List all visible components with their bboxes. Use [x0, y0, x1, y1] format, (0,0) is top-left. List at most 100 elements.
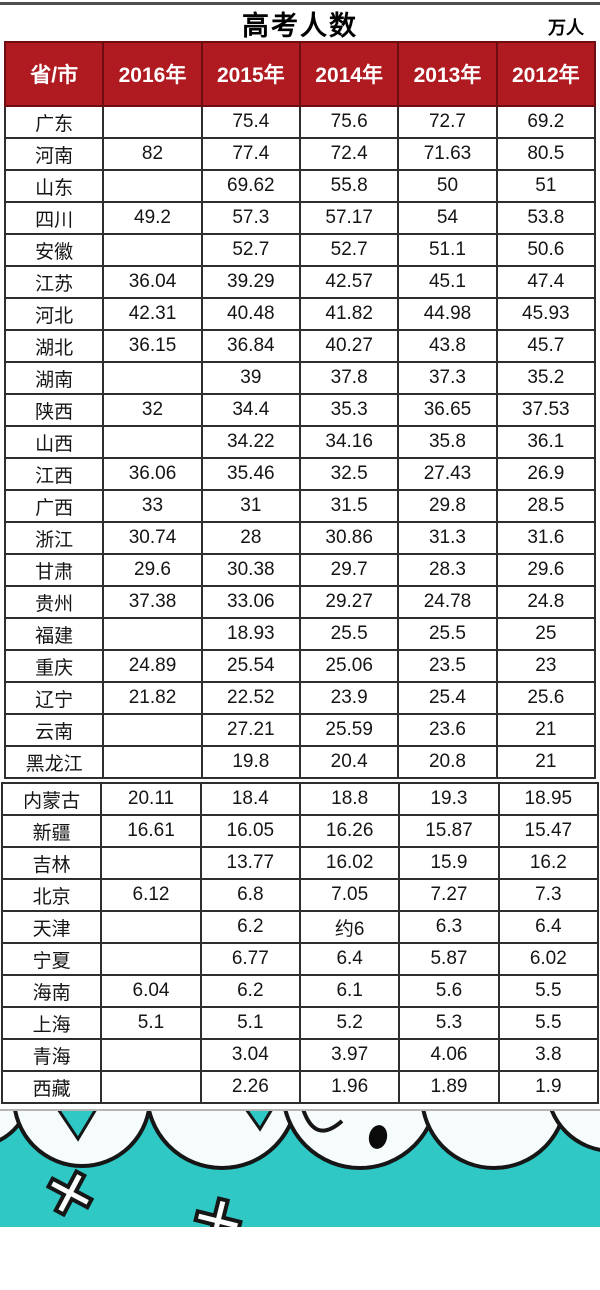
province-cell: 浙江 [3, 521, 105, 555]
value-cell: 18.93 [200, 617, 301, 651]
value-cell: 37.8 [298, 361, 400, 395]
value-cell: 34.16 [298, 425, 400, 459]
value-cell: 27.21 [200, 713, 301, 747]
gaokao-table-lower: 内蒙古 20.11 18.4 18.8 19.3 18.95 新疆 16.61 16.05 16.… [0, 782, 600, 1104]
value-cell [102, 105, 203, 139]
province-cell: 江苏 [3, 265, 105, 299]
value-cell: 72.7 [397, 105, 498, 139]
value-cell: 25.6 [495, 681, 597, 715]
value-cell: 13.77 [199, 846, 301, 880]
value-cell: 28.5 [495, 489, 597, 523]
table-row: 青海 3.04 3.97 4.06 3.8 [0, 1038, 600, 1072]
value-cell: 5.2 [298, 1006, 401, 1040]
value-cell: 6.2 [199, 910, 301, 944]
value-cell: 32.5 [298, 457, 400, 491]
value-cell: 28 [200, 521, 301, 555]
title-bar: 高考人数 万人 [0, 5, 600, 41]
value-cell: 30.74 [102, 521, 203, 555]
value-cell: 31 [200, 489, 301, 523]
province-cell: 重庆 [3, 649, 105, 683]
value-cell: 6.1 [298, 974, 401, 1008]
table-row: 吉林 13.77 16.02 15.9 16.2 [0, 846, 600, 880]
value-cell [102, 425, 203, 459]
value-cell: 16.2 [497, 846, 600, 880]
table-row: 福建 18.93 25.5 25.5 25 [3, 617, 597, 651]
value-cell: 6.02 [497, 942, 600, 976]
value-cell: 6.12 [100, 878, 202, 912]
table-row: 宁夏 6.77 6.4 5.87 6.02 [0, 942, 600, 976]
page-title: 高考人数 [242, 10, 358, 41]
value-cell: 18.4 [199, 782, 301, 816]
table-row: 黑龙江 19.8 20.4 20.8 21 [3, 745, 597, 779]
value-cell: 35.2 [495, 361, 597, 395]
table-row: 贵州 37.38 33.06 29.27 24.78 24.8 [3, 585, 597, 619]
value-cell [100, 942, 202, 976]
province-cell: 宁夏 [0, 942, 103, 976]
value-cell: 6.8 [199, 878, 301, 912]
value-cell: 7.27 [398, 878, 500, 912]
table-header: 省/市 2016年 2015年 2014年 2013年 2012年 [3, 41, 597, 107]
value-cell: 33.06 [200, 585, 301, 619]
value-cell: 49.2 [102, 201, 203, 235]
table-row: 甘肃 29.6 30.38 29.7 28.3 29.6 [3, 553, 597, 587]
value-cell: 42.31 [102, 297, 203, 331]
value-cell: 15.9 [398, 846, 500, 880]
province-cell: 辽宁 [3, 681, 105, 715]
value-cell: 40.27 [298, 329, 400, 363]
table-row: 陕西 32 34.4 35.3 36.65 37.53 [3, 393, 597, 427]
value-cell: 5.5 [497, 1006, 600, 1040]
value-cell: 34.4 [200, 393, 301, 427]
teal-notch [245, 1111, 273, 1132]
table-row: 重庆 24.89 25.54 25.06 23.5 23 [3, 649, 597, 683]
value-cell: 23.6 [397, 713, 498, 747]
value-cell [100, 1070, 202, 1104]
value-cell: 43.8 [397, 329, 498, 363]
value-cell: 31.6 [495, 521, 597, 555]
value-cell: 23 [495, 649, 597, 683]
value-cell: 20.8 [397, 745, 498, 779]
value-cell: 53.8 [495, 201, 597, 235]
teal-notch [57, 1111, 97, 1142]
value-cell: 3.8 [497, 1038, 600, 1072]
table-row: 山东 69.62 55.8 50 51 [3, 169, 597, 203]
table-row: 山西 34.22 34.16 35.8 36.1 [3, 425, 597, 459]
value-cell: 69.2 [495, 105, 597, 139]
value-cell: 51.1 [397, 233, 498, 267]
header-cell-year: 2014年 [298, 41, 400, 107]
province-cell: 吉林 [0, 846, 103, 880]
value-cell: 30.86 [298, 521, 400, 555]
province-cell: 上海 [0, 1006, 103, 1040]
value-cell: 35.46 [200, 457, 301, 491]
value-cell: 24.89 [102, 649, 203, 683]
table-row: 天津 6.2 约6 6.3 6.4 [0, 910, 600, 944]
value-cell: 41.82 [298, 297, 400, 331]
value-cell [102, 745, 203, 779]
value-cell: 33 [102, 489, 203, 523]
sparkle-cross [193, 1196, 243, 1227]
value-cell: 23.9 [298, 681, 400, 715]
cloud-bump [13, 1111, 151, 1168]
value-cell: 24.8 [495, 585, 597, 619]
value-cell: 7.05 [298, 878, 401, 912]
value-cell: 7.3 [497, 878, 600, 912]
value-cell: 47.4 [495, 265, 597, 299]
value-cell: 57.17 [298, 201, 400, 235]
table-row: 西藏 2.26 1.96 1.89 1.9 [0, 1070, 600, 1104]
value-cell: 57.3 [200, 201, 301, 235]
value-cell: 15.47 [497, 814, 600, 848]
value-cell: 21 [495, 745, 597, 779]
value-cell [100, 1038, 202, 1072]
province-cell: 山东 [3, 169, 105, 203]
value-cell [100, 910, 202, 944]
value-cell: 39 [200, 361, 301, 395]
value-cell: 18.95 [497, 782, 600, 816]
value-cell: 45.7 [495, 329, 597, 363]
value-cell: 24.78 [397, 585, 498, 619]
value-cell: 5.5 [497, 974, 600, 1008]
table-row: 湖北 36.15 36.84 40.27 43.8 45.7 [3, 329, 597, 363]
value-cell: 26.9 [495, 457, 597, 491]
value-cell: 35.8 [397, 425, 498, 459]
header-cell-year: 2016年 [102, 41, 203, 107]
province-cell: 云南 [3, 713, 105, 747]
value-cell: 25.4 [397, 681, 498, 715]
